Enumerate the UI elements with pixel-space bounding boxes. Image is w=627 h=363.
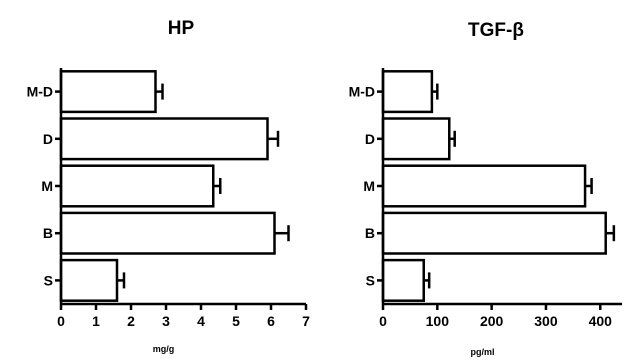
hp-bar-s <box>59 258 119 302</box>
hp-x-tick-label-0: 0 <box>57 313 65 329</box>
tgf-beta-title: TGF-β <box>468 20 524 41</box>
tgf-beta-x-tick-label-0: 0 <box>379 313 387 329</box>
hp-x-tick-label-3: 3 <box>162 313 170 329</box>
hp-y-tick-label-d: D <box>43 131 53 147</box>
hp-bar-b <box>59 211 276 255</box>
hp-x-tick-label-5: 5 <box>232 313 240 329</box>
tgf-beta-x-tick-label-200: 200 <box>480 313 504 329</box>
hp-bar-m-d <box>59 70 157 114</box>
hp-x-tick-label-6: 6 <box>267 313 275 329</box>
tgf-beta-x-tick-label-400: 400 <box>589 313 613 329</box>
tgf-beta-chart: TGF-β M-D D M B S 0 100 200 300 400 pg/ml <box>349 20 622 357</box>
hp-x-tick-label-4: 4 <box>197 313 205 329</box>
tgf-beta-y-tick-label-m: M <box>363 178 375 194</box>
tgf-beta-bar-d <box>381 117 451 161</box>
tgf-beta-bar-b <box>381 211 607 255</box>
hp-y-tick-label-m-d: M-D <box>27 84 53 100</box>
hp-chart: HP M-D D M B S 0 1 2 3 4 5 6 7 mg/g <box>27 18 311 354</box>
tgf-beta-bar-s <box>381 258 425 302</box>
tgf-beta-x-axis-label: pg/ml <box>471 347 495 357</box>
hp-bar-m <box>59 164 215 208</box>
tgf-beta-bar-m <box>381 164 587 208</box>
hp-x-tick-label-1: 1 <box>92 313 100 329</box>
tgf-beta-y-tick-label-d: D <box>365 131 375 147</box>
hp-bar-d <box>59 117 269 161</box>
hp-x-tick-label-7: 7 <box>302 313 310 329</box>
tgf-beta-bar-m-d <box>381 70 434 114</box>
tgf-beta-y-tick-label-m-d: M-D <box>349 84 375 100</box>
tgf-beta-x-tick-label-100: 100 <box>426 313 450 329</box>
tgf-beta-y-tick-label-s: S <box>366 272 375 288</box>
hp-y-tick-label-m: M <box>41 178 53 194</box>
hp-x-axis-label: mg/g <box>153 344 175 354</box>
hp-y-tick-label-s: S <box>44 272 53 288</box>
hp-y-tick-label-b: B <box>43 225 53 241</box>
hp-x-tick-label-2: 2 <box>127 313 135 329</box>
tgf-beta-y-tick-label-b: B <box>365 225 375 241</box>
hp-title: HP <box>168 18 195 39</box>
tgf-beta-x-tick-label-300: 300 <box>534 313 558 329</box>
